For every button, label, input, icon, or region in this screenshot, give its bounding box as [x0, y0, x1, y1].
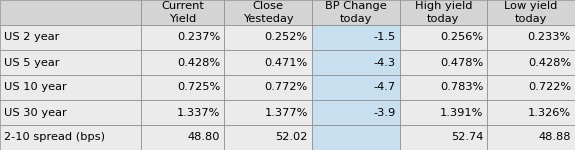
Text: Close
Yesteday: Close Yesteday: [243, 1, 293, 24]
Bar: [141, 0, 224, 25]
Text: 0.428%: 0.428%: [528, 57, 571, 68]
Text: US 5 year: US 5 year: [4, 57, 59, 68]
Bar: [312, 50, 400, 75]
Bar: [400, 0, 487, 25]
Bar: [224, 0, 312, 25]
Text: 0.783%: 0.783%: [440, 82, 484, 93]
Bar: [400, 100, 487, 125]
Bar: [312, 100, 400, 125]
Bar: [487, 50, 575, 75]
Text: 1.377%: 1.377%: [264, 108, 308, 117]
Text: 52.74: 52.74: [451, 132, 484, 142]
Text: -4.7: -4.7: [373, 82, 396, 93]
Bar: [400, 25, 487, 50]
Bar: [141, 25, 224, 50]
Text: Low yield
today: Low yield today: [504, 1, 558, 24]
Text: BP Change
today: BP Change today: [325, 1, 386, 24]
Text: 48.88: 48.88: [539, 132, 571, 142]
Bar: [312, 75, 400, 100]
Text: US 30 year: US 30 year: [4, 108, 67, 117]
Bar: [312, 125, 400, 150]
Text: US 10 year: US 10 year: [4, 82, 67, 93]
Bar: [312, 0, 400, 25]
Text: 0.722%: 0.722%: [528, 82, 571, 93]
Text: 0.772%: 0.772%: [264, 82, 308, 93]
Bar: [224, 125, 312, 150]
Bar: [0, 50, 141, 75]
Bar: [487, 25, 575, 50]
Bar: [224, 50, 312, 75]
Text: 0.478%: 0.478%: [440, 57, 484, 68]
Text: -1.5: -1.5: [373, 33, 396, 42]
Text: 2-10 spread (bps): 2-10 spread (bps): [4, 132, 105, 142]
Bar: [487, 125, 575, 150]
Bar: [400, 50, 487, 75]
Bar: [141, 50, 224, 75]
Text: 0.252%: 0.252%: [264, 33, 308, 42]
Bar: [487, 100, 575, 125]
Bar: [400, 75, 487, 100]
Text: Current
Yield: Current Yield: [162, 1, 204, 24]
Bar: [224, 25, 312, 50]
Bar: [487, 75, 575, 100]
Text: 1.391%: 1.391%: [440, 108, 484, 117]
Bar: [224, 75, 312, 100]
Text: 0.256%: 0.256%: [440, 33, 484, 42]
Bar: [0, 75, 141, 100]
Bar: [141, 100, 224, 125]
Text: High yield
today: High yield today: [415, 1, 472, 24]
Text: 52.02: 52.02: [275, 132, 308, 142]
Text: 1.337%: 1.337%: [177, 108, 220, 117]
Text: 48.80: 48.80: [187, 132, 220, 142]
Bar: [487, 0, 575, 25]
Text: 0.725%: 0.725%: [177, 82, 220, 93]
Bar: [0, 100, 141, 125]
Text: 0.471%: 0.471%: [264, 57, 308, 68]
Bar: [141, 75, 224, 100]
Text: -3.9: -3.9: [373, 108, 396, 117]
Text: 1.326%: 1.326%: [528, 108, 571, 117]
Bar: [141, 125, 224, 150]
Bar: [0, 0, 141, 25]
Bar: [0, 25, 141, 50]
Text: 0.233%: 0.233%: [528, 33, 571, 42]
Text: US 2 year: US 2 year: [4, 33, 59, 42]
Bar: [224, 100, 312, 125]
Text: 0.237%: 0.237%: [177, 33, 220, 42]
Text: -4.3: -4.3: [373, 57, 396, 68]
Bar: [400, 125, 487, 150]
Bar: [0, 125, 141, 150]
Bar: [312, 25, 400, 50]
Text: 0.428%: 0.428%: [177, 57, 220, 68]
